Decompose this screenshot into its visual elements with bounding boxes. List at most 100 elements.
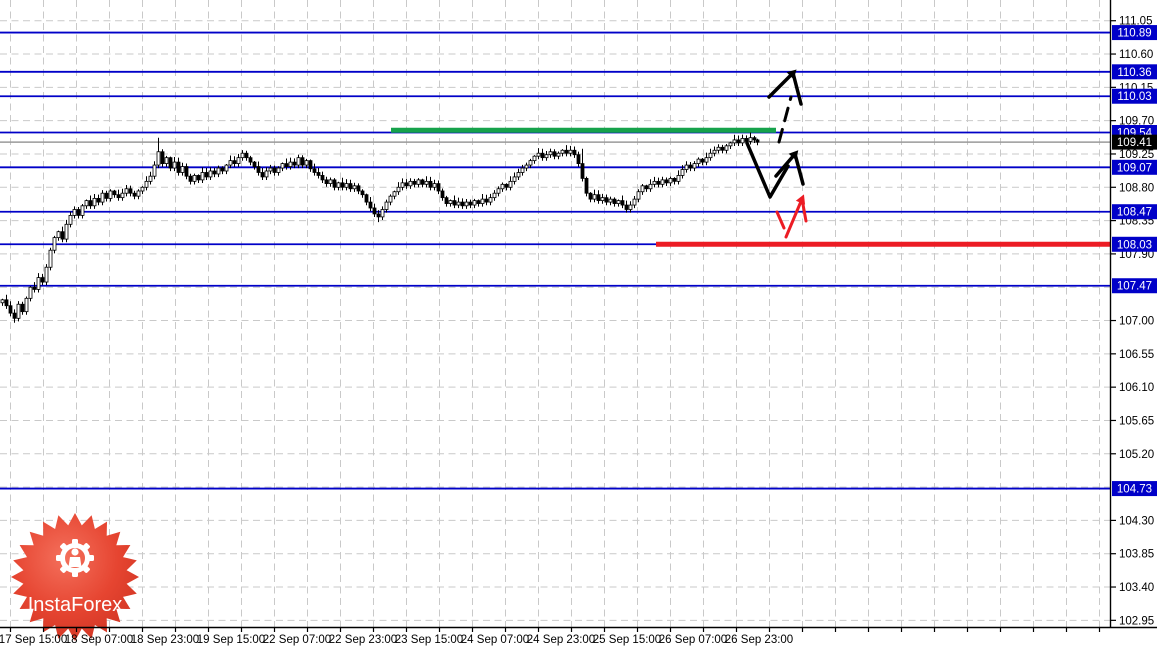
candle-body [124,188,129,194]
candle-body [268,167,273,172]
candle-body [368,201,373,209]
candle-body [712,149,717,154]
candle-body [672,178,677,182]
candle-body [236,157,241,164]
candle-body [144,180,149,188]
y-tick-label: 105.20 [1119,449,1154,461]
y-tick-label: 107.00 [1119,316,1154,328]
candle-body [648,183,653,190]
candle-body [292,161,297,166]
candle-body [260,172,265,178]
x-axis-label: 17 Sep 15:00 [0,634,67,646]
candle-body [152,164,157,177]
level-price-badge-label: 110.03 [1117,91,1151,103]
candle-body [288,161,293,167]
candle-body [584,178,589,194]
level-price-badge-label: 107.47 [1117,281,1152,293]
candle-body [600,197,605,202]
candle-body [360,190,365,196]
candle-body [560,149,565,154]
level-price-badge-label: 110.89 [1117,28,1151,40]
logo-gear-icon [60,543,90,573]
y-tick-label: 105.65 [1119,415,1154,427]
candle-body [448,200,453,204]
candle-body [492,192,497,199]
candle-body [668,178,673,184]
logo-person-icon [68,557,82,567]
candle-body [272,167,277,173]
candle-body [348,183,353,190]
candle-body [656,180,661,185]
candle-body [172,161,177,169]
level-price-badge [1112,481,1157,497]
candle-body [520,167,525,173]
candle-body [528,160,533,166]
price-badges: 110.89110.36110.03109.54109.07108.47108.… [1112,25,1157,497]
level-price-badge-label: 104.73 [1117,484,1152,496]
candle-body [128,188,133,194]
candle-body [376,213,381,218]
y-tick-label: 111.05 [1119,16,1152,28]
candle-body [652,180,657,185]
candle-body [496,188,501,194]
arrow-head [788,150,799,161]
candle-body [52,237,57,251]
candle-body [324,179,329,184]
y-tick-label: 106.55 [1119,349,1154,361]
candle-body [212,170,217,175]
candle-body [592,194,597,200]
y-axis-panel[interactable] [1111,0,1157,651]
candle-body [340,182,345,188]
candle-body [704,157,709,163]
candle-body [60,231,65,240]
candle-body [140,186,145,192]
black-forecast-arrow[interactable] [777,95,793,144]
x-axis-label: 25 Sep 15:00 [593,634,661,646]
candle-body [752,137,757,141]
forecast-arrows[interactable] [745,69,808,239]
candle-body [196,175,201,181]
candle-body [740,138,745,144]
candle-body [576,154,581,164]
candle-body [32,286,37,290]
level-price-badge [1112,236,1157,252]
black-forecast-arrow[interactable] [767,71,803,106]
candle-body [68,215,73,225]
candle-body [76,209,81,216]
candle-body [472,200,477,206]
logo-person-icon [71,548,79,556]
red-forecast-arrow[interactable] [775,210,786,230]
level-price-badge [1112,88,1157,104]
grid-lines [0,0,1110,627]
candle-body [484,198,489,203]
candle-body [432,183,437,188]
candle-body [456,201,461,206]
candle-body [308,160,313,170]
x-axis-label: 22 Sep 23:00 [329,634,397,646]
support-resistance-lines[interactable] [0,31,1110,490]
candle-body [332,179,337,188]
candle-body [500,183,505,190]
candle-body [100,192,105,203]
candle-body [568,149,573,154]
black-forecast-arrow[interactable] [745,141,790,199]
candle-body [20,303,25,313]
candle-body [204,172,209,178]
candle-body [552,151,557,157]
y-tick-label: 109.70 [1119,116,1154,128]
candle-body [228,160,233,166]
candle-body [728,142,733,147]
candle-body [440,190,445,199]
level-price-badge-label: 108.47 [1117,207,1152,219]
x-axis-label: 26 Sep 23:00 [725,634,793,646]
candle-body [392,191,397,197]
candle-body [372,207,377,215]
candle-body [132,192,137,197]
candle-body [8,305,13,314]
candle-body [84,200,89,207]
y-tick-label: 102.95 [1119,615,1154,627]
candle-body [744,138,749,142]
candle-body [384,201,389,210]
